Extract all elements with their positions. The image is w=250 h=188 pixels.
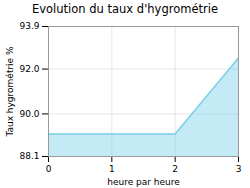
svg-text:90.0: 90.0 [19, 109, 39, 119]
html-text:Evolution du taux d'hygrométri: Evolution du taux d'hygrométrie [32, 2, 218, 16]
svg-text:88.1: 88.1 [19, 151, 39, 161]
svg-text:heure par heure: heure par heure [107, 177, 180, 187]
svg-text:1: 1 [109, 164, 115, 174]
svg-text:Taux hygrométrie %: Taux hygrométrie % [5, 46, 15, 138]
svg-text:0: 0 [46, 164, 52, 174]
svg-text:2: 2 [172, 164, 178, 174]
svg-text:3: 3 [236, 164, 242, 174]
svg-text:93.9: 93.9 [19, 21, 39, 31]
svg-text:92.0: 92.0 [19, 64, 39, 74]
